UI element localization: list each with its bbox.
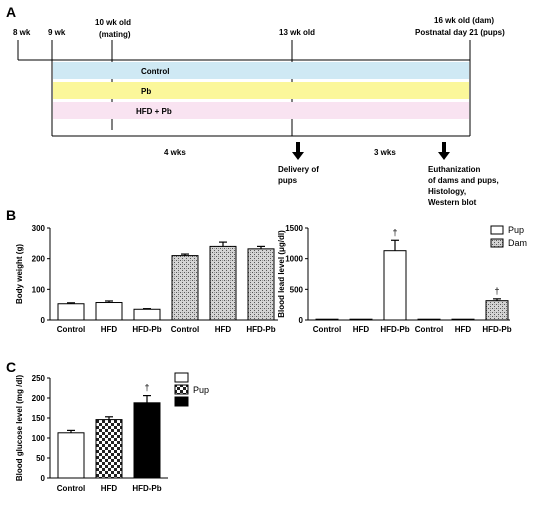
timeline-band-label-pb: Pb [141, 87, 151, 96]
bar [133, 308, 161, 321]
timeline-tick-label-13wk: 13 wk old [279, 28, 315, 37]
bar [57, 303, 85, 321]
bar [171, 255, 199, 321]
x-tick-label: HFD [215, 325, 232, 334]
y-tick-label: 300 [32, 224, 46, 233]
y-tick-label: 1500 [285, 224, 303, 233]
legend-label: Dam [508, 238, 527, 248]
legend-swatch [490, 225, 504, 235]
timeline-band-label-control: Control [141, 67, 169, 76]
y-tick-label: 150 [32, 414, 46, 423]
y-tick-label: 50 [36, 454, 45, 463]
timeline-band-pb [53, 82, 469, 99]
significance-mark: † [392, 227, 397, 237]
y-tick-label: 100 [32, 285, 46, 294]
euthanization-arrow-icon [438, 142, 450, 160]
significance-mark: † [494, 286, 499, 296]
timeline-tick-label-mating: 10 wk old (mating) [95, 18, 131, 39]
timeline-band-hfd-pb [53, 102, 469, 119]
y-axis-title: Blood lead level (μg/dl) [277, 230, 286, 318]
blood-glucose-chart: 0 50 100 150 200 250 Blood glucose level (mg /… [15, 372, 209, 493]
body-weight-chart: 0 100 200 300 Body weight (g) Control HFD HFD-P… [15, 224, 278, 334]
event-label-euthanization: Euthanization of dams and pups, Histology,… [428, 165, 499, 207]
legend-label: Pup [508, 225, 524, 235]
x-tick-label: Control [57, 325, 85, 334]
y-tick-label: 0 [41, 316, 46, 325]
y-tick-label: 100 [32, 434, 46, 443]
x-tick-label: HFD-Pb [482, 325, 511, 334]
panel-label-c: C [6, 359, 16, 375]
x-tick-label: HFD [455, 325, 472, 334]
y-tick-label: 200 [32, 394, 46, 403]
x-tick-label: HFD [101, 325, 118, 334]
period-label-4wks: 4 wks [164, 148, 186, 157]
x-tick-label: HFD-Pb [132, 484, 161, 493]
x-tick-label: HFD-Pb [246, 325, 275, 334]
y-tick-label: 0 [41, 474, 46, 483]
y-tick-label: 500 [290, 285, 304, 294]
y-axis-title: Body weight (g) [15, 244, 24, 304]
bar [209, 245, 237, 321]
x-tick-label: Control [171, 325, 199, 334]
x-tick-label: Control [313, 325, 341, 334]
timeline-tick-label-16wk: 16 wk old (dam) Postnatal day 21 (pups) [415, 16, 505, 37]
timeline-band-label-hfd-pb: HFD + Pb [136, 107, 172, 116]
bar [95, 419, 123, 479]
x-tick-label: Control [415, 325, 443, 334]
bar [383, 250, 407, 321]
bar [95, 302, 123, 321]
legend-swatch [490, 238, 504, 248]
bar [57, 432, 85, 479]
bar [133, 402, 161, 479]
legend-label: Pup [193, 385, 209, 395]
x-tick-label: HFD [353, 325, 370, 334]
timeline-tick-label-9wk: 9 wk [48, 28, 66, 37]
legend-swatch [174, 396, 189, 407]
x-tick-label: HFD-Pb [132, 325, 161, 334]
event-label-delivery: Delivery of pups [278, 165, 319, 185]
y-tick-label: 250 [32, 374, 46, 383]
timeline-panel: 8 wk 9 wk 10 wk old (mating) 13 wk old 16… [13, 16, 505, 207]
y-tick-label: 1000 [285, 255, 303, 264]
timeline-tick-label-8wk: 8 wk [13, 28, 31, 37]
x-tick-label: Control [57, 484, 85, 493]
legend-swatch [174, 372, 189, 383]
x-tick-label: HFD [101, 484, 118, 493]
bar [247, 248, 275, 321]
period-label-3wks: 3 wks [374, 148, 396, 157]
timeline-band-control [53, 62, 469, 79]
bar [485, 300, 509, 321]
delivery-arrow-icon [292, 142, 304, 160]
y-tick-label: 0 [299, 316, 304, 325]
legend-swatch [174, 384, 189, 395]
y-axis-title: Blood glucose level (mg /dl) [15, 375, 24, 482]
panel-label-a: A [6, 4, 16, 20]
x-tick-label: HFD-Pb [380, 325, 409, 334]
y-tick-label: 200 [32, 255, 46, 264]
significance-mark: † [144, 383, 149, 393]
panel-label-b: B [6, 207, 16, 223]
